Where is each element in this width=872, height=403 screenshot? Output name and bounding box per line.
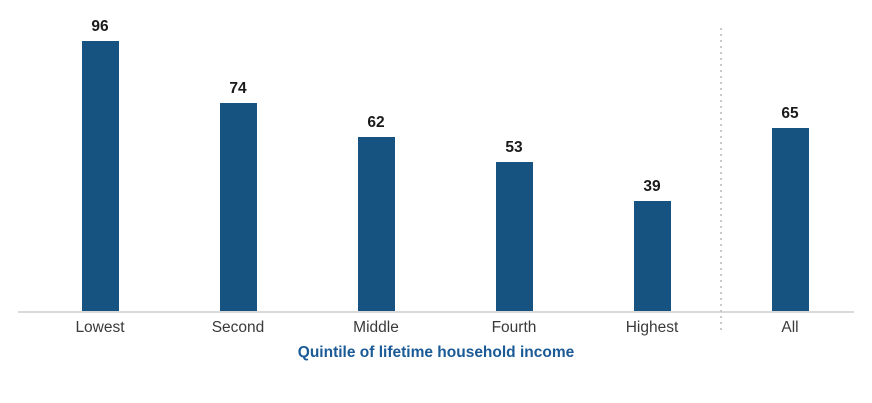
- x-axis-title: Quintile of lifetime household income: [297, 344, 575, 361]
- category-label: Highest: [625, 319, 679, 336]
- bar: [219, 103, 257, 311]
- divider-dotted-line: [720, 28, 722, 331]
- bar: [771, 128, 809, 311]
- category-label: All: [781, 319, 799, 336]
- category-label: Second: [211, 319, 265, 336]
- bar-value-label: 62: [367, 114, 385, 131]
- category-label: Fourth: [491, 319, 537, 336]
- bar-value-label: 74: [229, 80, 247, 97]
- x-axis-line: [18, 311, 854, 313]
- bar: [357, 137, 395, 311]
- bar: [81, 41, 119, 311]
- category-label: Middle: [353, 319, 399, 336]
- bar-value-label: 53: [505, 139, 523, 156]
- bar: [495, 162, 533, 311]
- bar-value-label: 65: [781, 105, 799, 122]
- category-label: Lowest: [75, 319, 125, 336]
- bar-value-label: 96: [91, 18, 109, 35]
- bar: [633, 201, 671, 311]
- bar-value-label: 39: [643, 178, 661, 195]
